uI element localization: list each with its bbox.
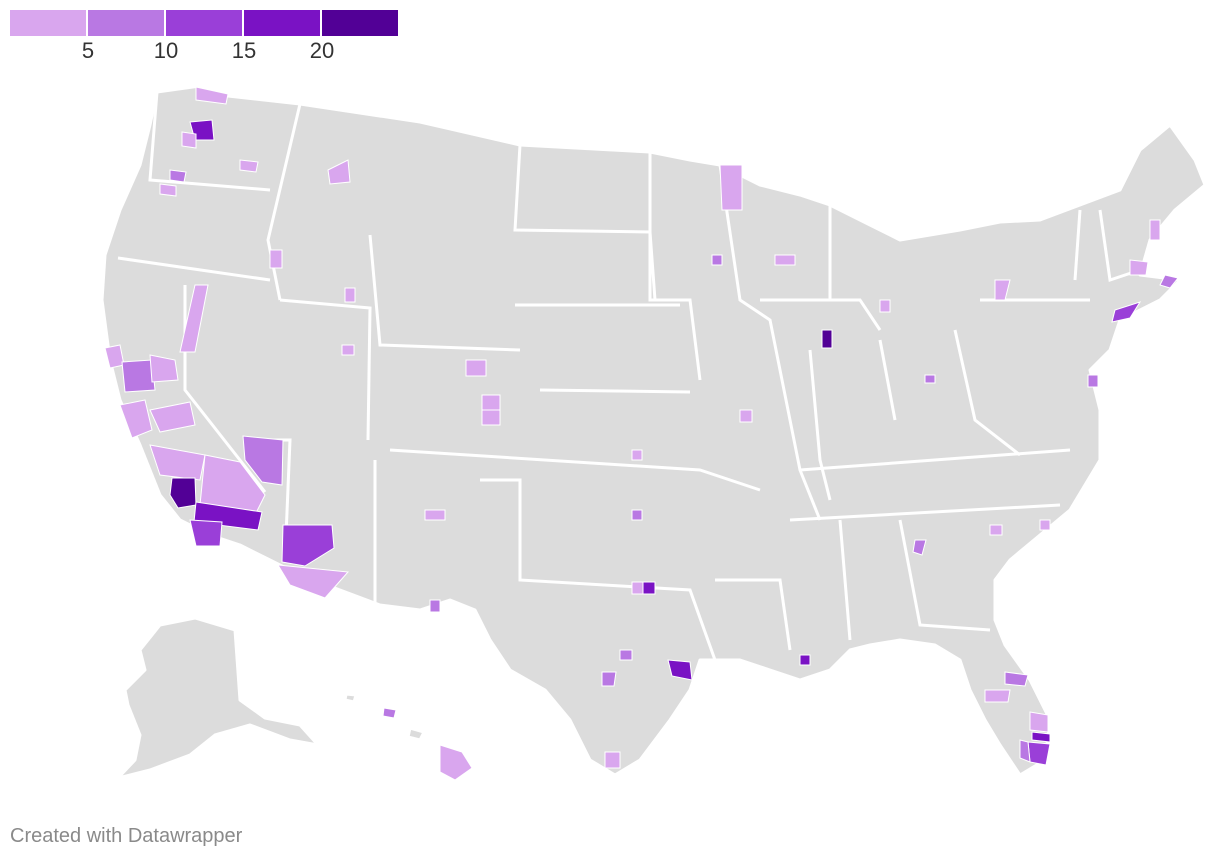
county-wa-3 [239, 159, 259, 173]
county-az-pima [277, 564, 350, 599]
county-ny-1 [994, 279, 1011, 301]
county-nv-washoe [179, 284, 209, 353]
county-nm-2 [429, 599, 441, 613]
county-ok-1 [631, 509, 643, 521]
county-id-3 [344, 287, 356, 303]
county-fl-broward [1031, 731, 1051, 743]
county-nm-1 [424, 509, 446, 521]
county-il-cook [821, 329, 833, 349]
legend-swatch-2 [88, 10, 164, 36]
county-fl-2 [984, 689, 1011, 703]
county-mi-1 [879, 299, 891, 313]
county-fl-4 [1019, 739, 1031, 763]
county-ma-2 [1129, 259, 1149, 276]
county-ca-north-1 [104, 344, 125, 369]
county-mo-1 [739, 409, 753, 423]
county-ca-san-diego [189, 519, 223, 547]
legend-swatch-5 [322, 10, 398, 36]
color-legend: 5 10 15 20 [10, 10, 398, 64]
legend-swatch-1 [10, 10, 86, 36]
county-ga-fulton [912, 539, 927, 556]
us-county-map [100, 84, 1207, 782]
county-ca-san-bernardino [199, 454, 266, 516]
county-hi-oahu [382, 707, 397, 719]
county-wi-1 [774, 254, 796, 266]
county-wa-2 [181, 131, 197, 149]
county-fl-3 [1029, 711, 1049, 733]
county-ma-1 [1159, 274, 1179, 289]
legend-swatch-3 [166, 10, 242, 36]
county-or-2 [159, 183, 177, 197]
county-id-1 [327, 159, 351, 185]
county-tx-tarrant [631, 581, 644, 595]
county-nyc [1111, 301, 1142, 323]
legend-tick-5: 5 [81, 38, 95, 63]
alaska-shape [116, 616, 320, 780]
county-fl-miami-dade [1027, 741, 1051, 766]
county-mn-2 [711, 254, 723, 266]
county-la-1 [799, 654, 811, 666]
county-tx-hidalgo [604, 751, 621, 769]
highlighted-counties [104, 86, 1179, 781]
county-ca-central-1 [119, 399, 153, 439]
legend-tick-20: 20 [309, 38, 335, 63]
county-tx-travis [619, 649, 633, 661]
state-borders [117, 91, 1141, 661]
county-id-2 [269, 249, 283, 269]
county-tx-harris [667, 659, 693, 681]
legend-ticks: 5 10 15 20 [10, 38, 398, 64]
county-ut-1 [341, 344, 355, 356]
county-or-1 [169, 169, 187, 183]
county-nh-1 [1149, 219, 1161, 241]
county-co-2 [481, 394, 501, 411]
county-ca-bay-2 [149, 354, 179, 383]
county-md-1 [1087, 374, 1099, 388]
county-co-3 [481, 409, 501, 426]
legend-swatch-4 [244, 10, 320, 36]
county-nv-clark [242, 435, 284, 486]
county-ca-kern [149, 444, 206, 481]
county-nc-1 [1039, 519, 1051, 531]
county-fl-1 [1004, 671, 1029, 687]
county-tx-bexar [601, 671, 617, 687]
county-mn-1 [719, 164, 743, 211]
attribution-footer: Created with Datawrapper [10, 825, 243, 847]
county-wa-north [195, 86, 229, 105]
county-co-1 [465, 359, 487, 377]
hawaii-kauai [343, 692, 358, 704]
county-tx-dallas [642, 581, 656, 595]
county-nc-2 [989, 524, 1003, 536]
county-hi-big-island [439, 744, 473, 781]
legend-bar [10, 10, 398, 36]
legend-tick-10: 10 [153, 38, 179, 63]
county-ca-central-2 [149, 401, 196, 433]
county-az-maricopa [281, 524, 335, 567]
county-ca-bay-1 [121, 359, 156, 393]
legend-tick-15: 15 [231, 38, 257, 63]
county-oh-1 [924, 374, 936, 384]
hawaii-maui [406, 726, 426, 742]
county-ks-1 [631, 449, 643, 461]
county-ca-los-angeles [169, 477, 197, 509]
